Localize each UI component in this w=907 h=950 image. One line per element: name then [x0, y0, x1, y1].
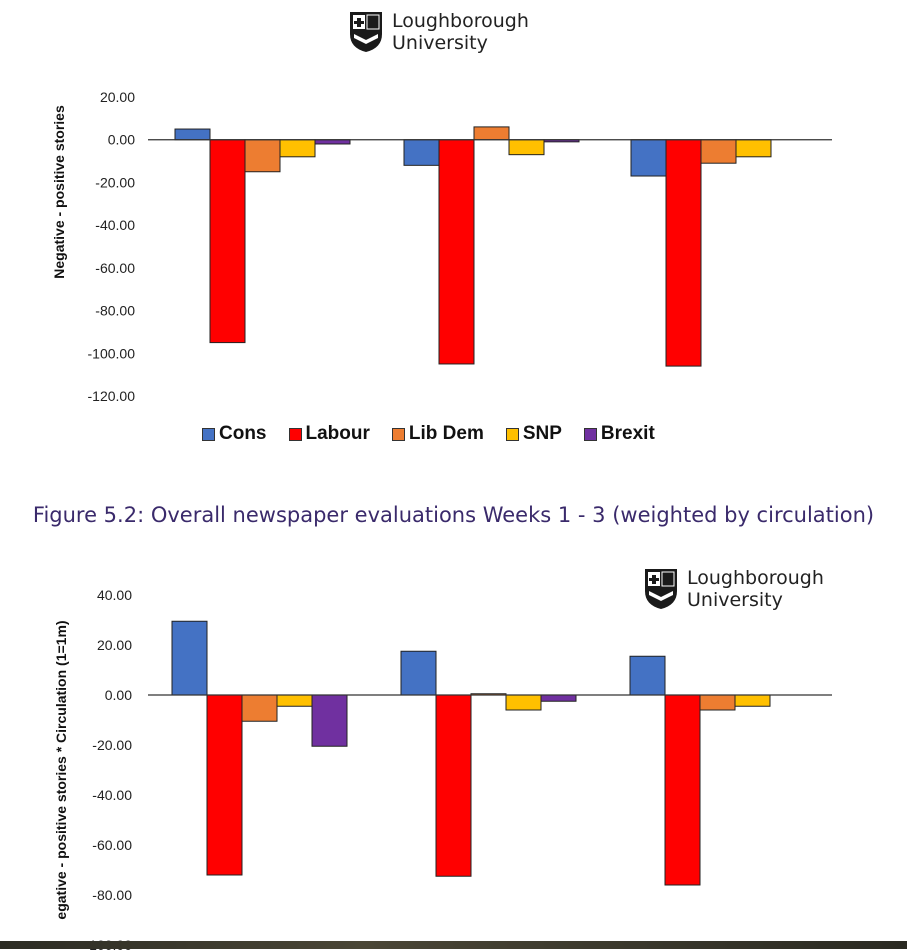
bar-lib-dem — [699, 694, 736, 711]
legend-swatch — [391, 427, 405, 441]
bar-labour — [435, 694, 472, 877]
bar-labour — [665, 139, 702, 367]
bar-cons — [400, 650, 437, 696]
bar-labour — [438, 139, 475, 365]
y-axis-label: Negative - positive stories — [51, 105, 67, 279]
y-axis-label: egative - positive stories * Circulation… — [53, 620, 69, 919]
bar-snp — [505, 694, 542, 711]
legend-swatch — [505, 427, 519, 441]
legend-item-cons: Cons — [202, 423, 267, 445]
y-tick-label: 20.00 — [100, 89, 135, 105]
legend-item-lib-dem: Lib Dem — [391, 423, 484, 445]
bar-cons — [171, 620, 208, 696]
legend-item-brexit: Brexit — [583, 423, 655, 445]
y-tick-label: -20.00 — [92, 737, 132, 753]
y-tick-label: -80.00 — [92, 887, 132, 903]
bar-brexit — [314, 139, 351, 145]
logo-line2: University — [687, 589, 783, 611]
bar-snp — [508, 139, 545, 156]
bar-labour — [664, 694, 701, 886]
legend-label: Labour — [305, 423, 370, 444]
bar-snp — [276, 694, 313, 707]
legend-label: SNP — [522, 423, 562, 444]
loughborough-logo-bottom: Loughborough University — [643, 567, 824, 611]
y-tick-label: -40.00 — [95, 217, 135, 233]
logo-line1: Loughborough — [687, 567, 824, 589]
bottom-edge-bar — [0, 941, 907, 949]
bar-labour — [209, 139, 246, 344]
y-tick-label: 0.00 — [105, 687, 132, 703]
figure-caption: Figure 5.2: Overall newspaper evaluation… — [32, 503, 875, 527]
loughborough-logo-top: Loughborough University — [348, 10, 529, 54]
y-tick-label: 40.00 — [97, 587, 132, 603]
legend-label: Lib Dem — [408, 423, 484, 444]
chart-legend: Cons Labour Lib Dem SNP Brexit — [202, 423, 677, 445]
legend-item-snp: SNP — [505, 423, 562, 445]
bar-lib-dem — [700, 139, 737, 164]
y-tick-label: 0.00 — [108, 132, 135, 148]
y-tick-label: -60.00 — [92, 837, 132, 853]
y-tick-label: -40.00 — [92, 787, 132, 803]
university-crest-icon — [350, 12, 382, 52]
bar-brexit — [540, 694, 577, 702]
legend-item-labour: Labour — [288, 423, 370, 445]
bar-cons — [629, 655, 666, 696]
logo-line1: Loughborough — [392, 10, 529, 32]
bar-snp — [734, 694, 771, 707]
bar-cons — [174, 128, 211, 141]
logo-line2: University — [392, 32, 488, 54]
bar-lib-dem — [241, 694, 278, 722]
legend-label: Brexit — [600, 423, 655, 444]
bar-brexit — [311, 694, 348, 747]
y-tick-label: -100.00 — [88, 345, 136, 361]
y-tick-label: -60.00 — [95, 260, 135, 276]
legend-swatch — [288, 427, 302, 441]
y-tick-label: -80.00 — [95, 303, 135, 319]
bar-snp — [279, 139, 316, 158]
legend-label: Cons — [219, 423, 267, 444]
bar-lib-dem — [244, 139, 281, 173]
legend-swatch — [202, 427, 215, 441]
chart-bottom: 40.0020.000.00-20.00-40.00-60.00-80.00-1… — [53, 587, 832, 950]
legend-swatch — [583, 427, 597, 441]
bar-cons — [630, 139, 667, 177]
bar-snp — [735, 139, 772, 158]
bar-cons — [403, 139, 440, 166]
y-tick-label: 20.00 — [97, 637, 132, 653]
chart-top: 20.00 0.00 -20.00 -40.00 -60.00 -80.00 -100.00… — [51, 89, 832, 404]
bar-lib-dem — [473, 126, 510, 141]
y-tick-label: -20.00 — [95, 174, 135, 190]
bar-labour — [206, 694, 243, 876]
y-tick-label: -120.00 — [88, 388, 136, 404]
university-crest-icon — [645, 569, 677, 609]
